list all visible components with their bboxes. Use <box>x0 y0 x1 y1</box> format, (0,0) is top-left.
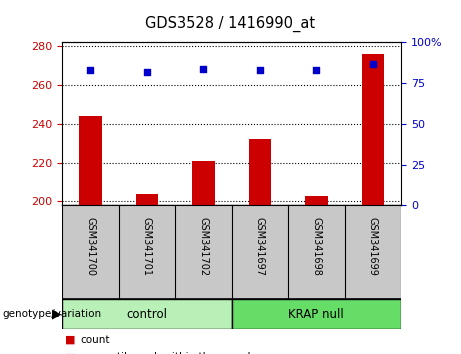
Text: ▶: ▶ <box>52 308 61 321</box>
Text: ■: ■ <box>65 352 75 354</box>
Point <box>256 67 264 73</box>
Text: genotype/variation: genotype/variation <box>2 309 101 319</box>
Bar <box>62 299 231 329</box>
Point <box>313 67 320 73</box>
Text: GSM341697: GSM341697 <box>255 217 265 275</box>
Text: GDS3528 / 1416990_at: GDS3528 / 1416990_at <box>145 16 316 32</box>
Text: ■: ■ <box>65 335 75 344</box>
Text: GSM341700: GSM341700 <box>85 217 95 275</box>
Bar <box>231 299 401 329</box>
Point <box>87 67 94 73</box>
Text: GSM341702: GSM341702 <box>198 217 208 276</box>
Point <box>143 69 151 75</box>
Point <box>200 66 207 72</box>
Text: count: count <box>81 335 110 344</box>
Bar <box>361 54 384 205</box>
Text: GSM341701: GSM341701 <box>142 217 152 275</box>
Text: control: control <box>126 308 167 321</box>
Bar <box>136 194 158 205</box>
Bar <box>79 116 102 205</box>
Point <box>369 61 377 67</box>
Text: KRAP null: KRAP null <box>289 308 344 321</box>
Bar <box>192 161 215 205</box>
Text: GSM341698: GSM341698 <box>311 217 321 275</box>
Text: GSM341699: GSM341699 <box>368 217 378 275</box>
Text: percentile rank within the sample: percentile rank within the sample <box>81 352 257 354</box>
Bar <box>248 139 271 205</box>
Bar <box>305 196 328 205</box>
